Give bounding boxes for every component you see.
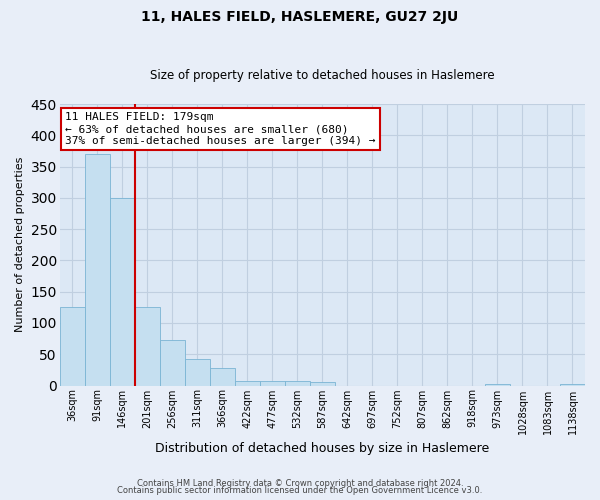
Y-axis label: Number of detached properties: Number of detached properties (15, 157, 25, 332)
Bar (310, 382, 335, 386)
Text: 11, HALES FIELD, HASLEMERE, GU27 2JU: 11, HALES FIELD, HASLEMERE, GU27 2JU (142, 10, 458, 24)
Text: Contains HM Land Registry data © Crown copyright and database right 2024.: Contains HM Land Registry data © Crown c… (137, 478, 463, 488)
Bar (235, 380, 260, 386)
Bar (260, 380, 285, 386)
Bar (110, 198, 135, 386)
Bar (135, 308, 160, 386)
Bar (210, 368, 235, 386)
Text: Contains public sector information licensed under the Open Government Licence v3: Contains public sector information licen… (118, 486, 482, 495)
Bar (60, 308, 85, 386)
X-axis label: Distribution of detached houses by size in Haslemere: Distribution of detached houses by size … (155, 442, 490, 455)
Bar (160, 340, 185, 386)
Bar (185, 358, 210, 386)
Bar (560, 384, 585, 386)
Bar (285, 380, 310, 386)
Bar (85, 154, 110, 386)
Text: 11 HALES FIELD: 179sqm
← 63% of detached houses are smaller (680)
37% of semi-de: 11 HALES FIELD: 179sqm ← 63% of detached… (65, 112, 376, 146)
Bar (485, 384, 510, 386)
Title: Size of property relative to detached houses in Haslemere: Size of property relative to detached ho… (150, 69, 494, 82)
